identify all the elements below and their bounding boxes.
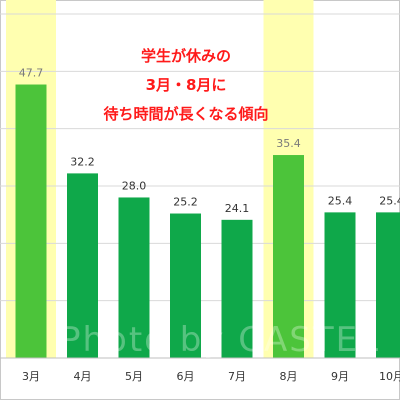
x-tick-label: 6月	[177, 370, 195, 383]
x-tick-label: 3月	[22, 370, 40, 383]
bar	[273, 155, 304, 358]
data-label: 25.4	[379, 194, 400, 207]
x-tick-label: 4月	[74, 370, 92, 383]
data-label: 28.0	[122, 179, 147, 192]
data-label: 25.2	[173, 196, 198, 209]
bar	[376, 212, 400, 358]
x-tick-label: 5月	[125, 370, 143, 383]
data-label: 32.2	[70, 155, 95, 168]
bar	[221, 219, 253, 358]
data-label: 47.7	[19, 67, 44, 80]
annotation-line-2: 3月・8月に	[145, 76, 227, 94]
data-label: 35.4	[276, 137, 301, 150]
x-tick-label: 10月	[379, 370, 400, 383]
bar	[67, 173, 98, 358]
bar	[324, 212, 356, 358]
x-tick-label: 7月	[228, 370, 246, 383]
chart-annotation: 学生が休みの 3月・8月に 待ち時間が長くなる傾向	[86, 42, 286, 129]
data-label: 25.4	[328, 194, 353, 207]
watermark: Photo by CASTEL	[60, 320, 381, 360]
annotation-line-1: 学生が休みの	[140, 47, 231, 65]
x-tick-label: 9月	[331, 370, 349, 383]
x-tick-label: 8月	[280, 370, 298, 383]
bar	[170, 213, 201, 358]
bar	[118, 197, 150, 358]
annotation-line-3: 待ち時間が長くなる傾向	[103, 105, 269, 123]
bar	[15, 84, 47, 359]
data-label: 24.1	[225, 202, 250, 215]
